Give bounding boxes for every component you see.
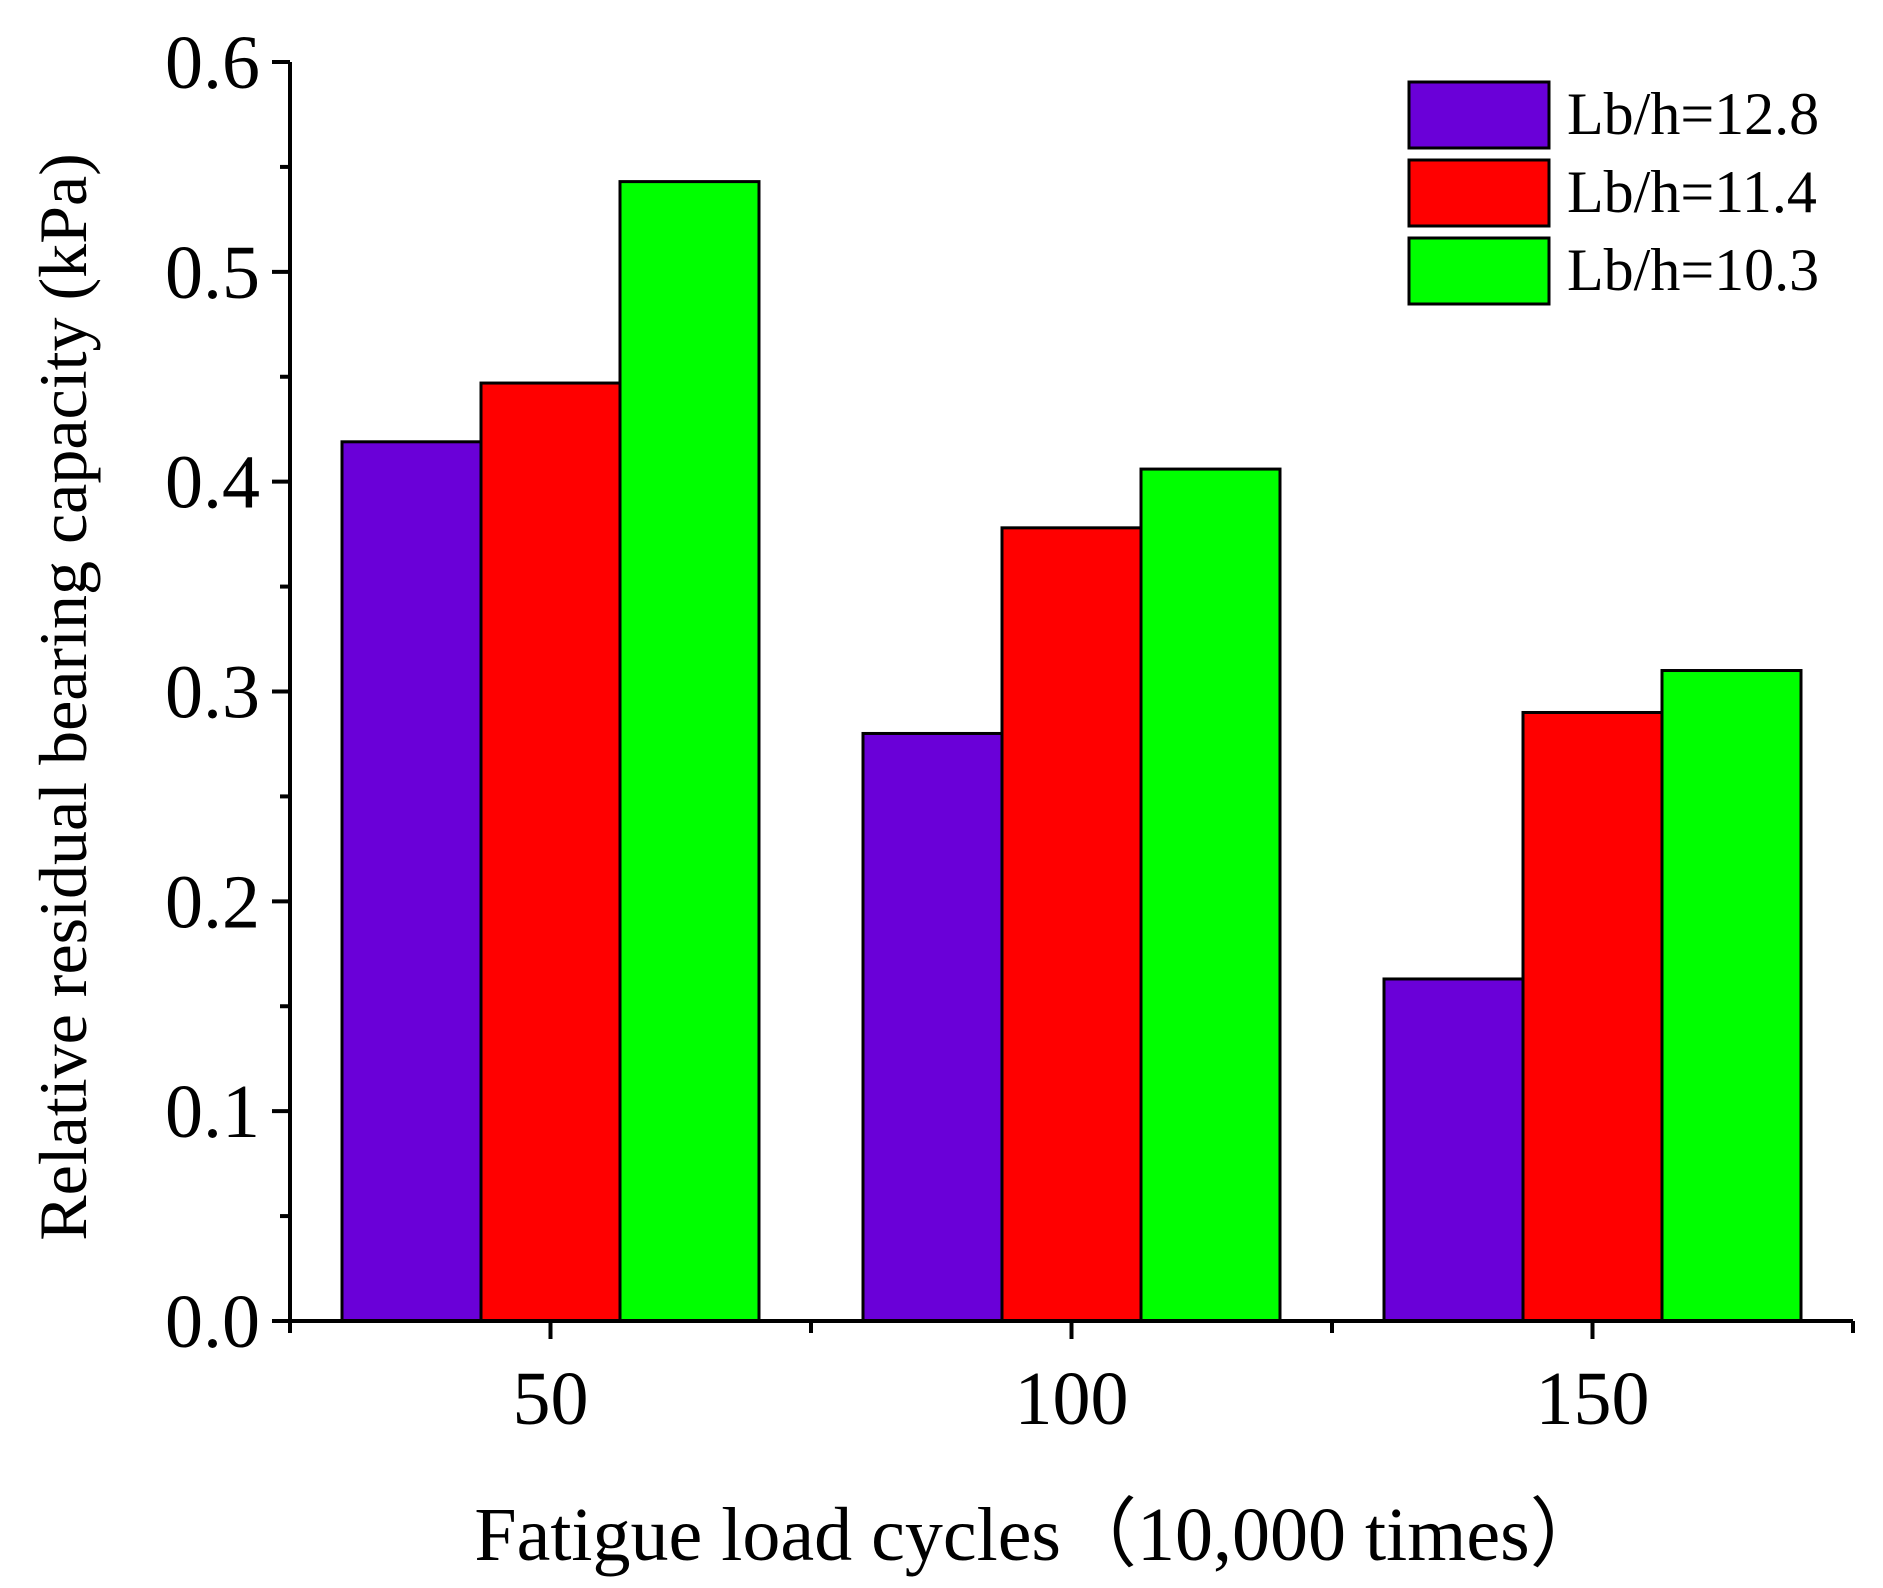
legend-label: Lb/h=12.8 [1567, 81, 1819, 147]
legend-swatch-lb-h-10-3 [1407, 236, 1551, 306]
bar-lb-h-12-8-100 [861, 731, 1004, 1323]
bar-lb-h-10-3-50 [618, 180, 761, 1323]
legend-swatch-lb-h-11-4 [1407, 158, 1551, 228]
y-tick-label: 0.4 [165, 441, 260, 525]
y-tick-label: 0.6 [165, 21, 260, 105]
y-tick-label: 0.5 [165, 231, 260, 315]
x-tick-label: 100 [1015, 1357, 1129, 1441]
x-axis-title: Fatigue load cycles（10,000 times） [474, 1493, 1605, 1577]
bar-lb-h-11-4-150 [1521, 710, 1664, 1323]
bar-lb-h-10-3-150 [1660, 669, 1803, 1323]
bar-lb-h-12-8-50 [340, 440, 483, 1323]
bar-lb-h-12-8-150 [1382, 977, 1525, 1323]
y-axis-title: Relative residual bearing capacity (kPa) [25, 153, 101, 1241]
y-tick-label: 0.0 [165, 1280, 260, 1364]
x-tick-label: 150 [1536, 1357, 1650, 1441]
x-tick-label: 50 [513, 1357, 589, 1441]
legend-label: Lb/h=11.4 [1567, 159, 1817, 225]
bar-lb-h-11-4-50 [479, 381, 622, 1323]
y-tick-label: 0.1 [165, 1070, 260, 1154]
legend-label: Lb/h=10.3 [1567, 237, 1819, 303]
legend: Lb/h=12.8 Lb/h=11.4 Lb/h=10.3 [1407, 80, 1819, 306]
bars-layer [340, 180, 1803, 1323]
legend-swatch-lb-h-12-8 [1407, 80, 1551, 150]
bar-lb-h-10-3-100 [1139, 467, 1282, 1323]
axes-layer: 0.0 0.1 0.2 0.3 0.4 0.5 0.6 50 100 150 [165, 21, 1855, 1441]
y-tick-label: 0.3 [165, 651, 260, 735]
y-tick-label: 0.2 [165, 860, 260, 944]
bar-lb-h-11-4-100 [1000, 526, 1143, 1323]
